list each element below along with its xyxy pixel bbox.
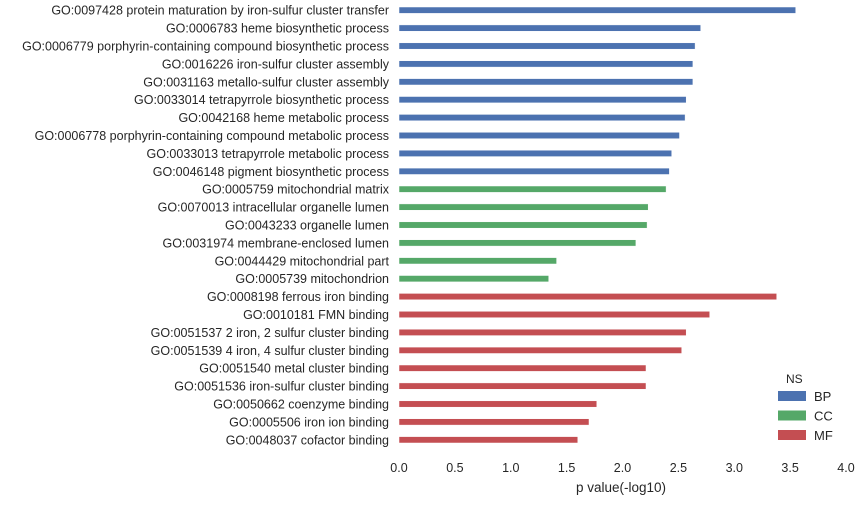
category-label: GO:0048037 cofactor binding bbox=[226, 433, 389, 447]
category-label: GO:0042168 heme metabolic process bbox=[178, 111, 389, 125]
category-label: GO:0006783 heme biosynthetic process bbox=[166, 22, 389, 36]
legend-swatch bbox=[778, 410, 806, 421]
category-label: GO:0008198 ferrous iron binding bbox=[207, 290, 389, 304]
x-tick-label: 4.0 bbox=[837, 461, 854, 475]
bar bbox=[398, 114, 686, 122]
category-labels: GO:0097428 protein maturation by iron-su… bbox=[22, 4, 390, 448]
x-tick-label: 3.5 bbox=[781, 461, 798, 475]
category-label: GO:0010181 FMN binding bbox=[243, 308, 389, 322]
bar bbox=[398, 257, 557, 265]
x-tick-label: 1.0 bbox=[502, 461, 519, 475]
bar bbox=[398, 364, 647, 372]
x-axis-label: p value(-log10) bbox=[576, 480, 666, 495]
legend-label: BP bbox=[814, 389, 831, 404]
bar bbox=[398, 418, 590, 426]
bar bbox=[398, 78, 694, 86]
category-label: GO:0031163 metallo-sulfur cluster assemb… bbox=[143, 75, 389, 89]
bar bbox=[398, 167, 670, 175]
bars-layer bbox=[398, 6, 796, 444]
bar bbox=[398, 42, 696, 50]
legend-swatch bbox=[778, 430, 806, 440]
bar bbox=[398, 400, 598, 408]
category-label: GO:0046148 pigment biosynthetic process bbox=[153, 165, 389, 179]
category-label: GO:0005739 mitochondrion bbox=[235, 272, 389, 286]
category-label: GO:0051539 4 iron, 4 sulfur cluster bind… bbox=[151, 344, 389, 358]
bar bbox=[398, 96, 687, 104]
category-label: GO:0043233 organelle lumen bbox=[225, 219, 389, 233]
x-tick-label: 1.5 bbox=[558, 461, 575, 475]
bar bbox=[398, 311, 710, 318]
legend-label: MF bbox=[814, 428, 833, 443]
category-label: GO:0006779 porphyrin-containing compound… bbox=[22, 40, 389, 54]
bar bbox=[398, 185, 667, 193]
bar bbox=[398, 60, 694, 68]
category-label: GO:0051540 metal cluster binding bbox=[199, 362, 389, 376]
x-tick-label: 0.5 bbox=[446, 461, 463, 475]
bar bbox=[398, 275, 549, 283]
x-tick-label: 3.0 bbox=[726, 461, 743, 475]
legend-swatch bbox=[778, 391, 806, 401]
x-tick-label: 2.5 bbox=[670, 461, 687, 475]
bar bbox=[398, 203, 649, 211]
bar bbox=[398, 346, 682, 354]
category-label: GO:0050662 coenzyme binding bbox=[213, 398, 389, 412]
category-label: GO:0070013 intracellular organelle lumen bbox=[158, 201, 389, 215]
legend-label: CC bbox=[814, 409, 833, 424]
category-label: GO:0033014 tetrapyrrole biosynthetic pro… bbox=[134, 93, 389, 107]
bar bbox=[398, 293, 777, 301]
category-label: GO:0031974 membrane-enclosed lumen bbox=[162, 236, 389, 250]
category-label: GO:0005506 iron ion binding bbox=[229, 415, 389, 429]
bar bbox=[398, 132, 680, 139]
category-label: GO:0006778 porphyrin-containing compound… bbox=[35, 129, 389, 143]
x-tick-label: 2.0 bbox=[614, 461, 631, 475]
legend-entries: BP CC MF bbox=[778, 389, 833, 443]
category-label: GO:0051537 2 iron, 2 sulfur cluster bind… bbox=[151, 326, 389, 340]
bar bbox=[398, 24, 701, 32]
bar bbox=[398, 328, 687, 336]
bar bbox=[398, 149, 672, 157]
bar bbox=[398, 382, 647, 390]
bar bbox=[398, 6, 796, 14]
legend-title: NS bbox=[786, 372, 803, 386]
category-label: GO:0044429 mitochondrial part bbox=[215, 254, 390, 268]
bar bbox=[398, 436, 579, 444]
category-label: GO:0016226 iron-sulfur cluster assembly bbox=[162, 57, 390, 71]
legend: NS BP CC MF bbox=[778, 372, 833, 443]
x-axis-ticks: 0.0 0.5 1.0 1.5 2.0 2.5 3.0 3.5 4.0 bbox=[390, 461, 854, 475]
category-label: GO:0051536 iron-sulfur cluster binding bbox=[174, 380, 389, 394]
bar bbox=[398, 239, 637, 247]
x-tick-label: 0.0 bbox=[390, 461, 407, 475]
bar bbox=[398, 221, 648, 229]
category-label: GO:0033013 tetrapyrrole metabolic proces… bbox=[147, 147, 390, 161]
category-label: GO:0005759 mitochondrial matrix bbox=[202, 183, 390, 197]
category-label: GO:0097428 protein maturation by iron-su… bbox=[51, 4, 389, 18]
